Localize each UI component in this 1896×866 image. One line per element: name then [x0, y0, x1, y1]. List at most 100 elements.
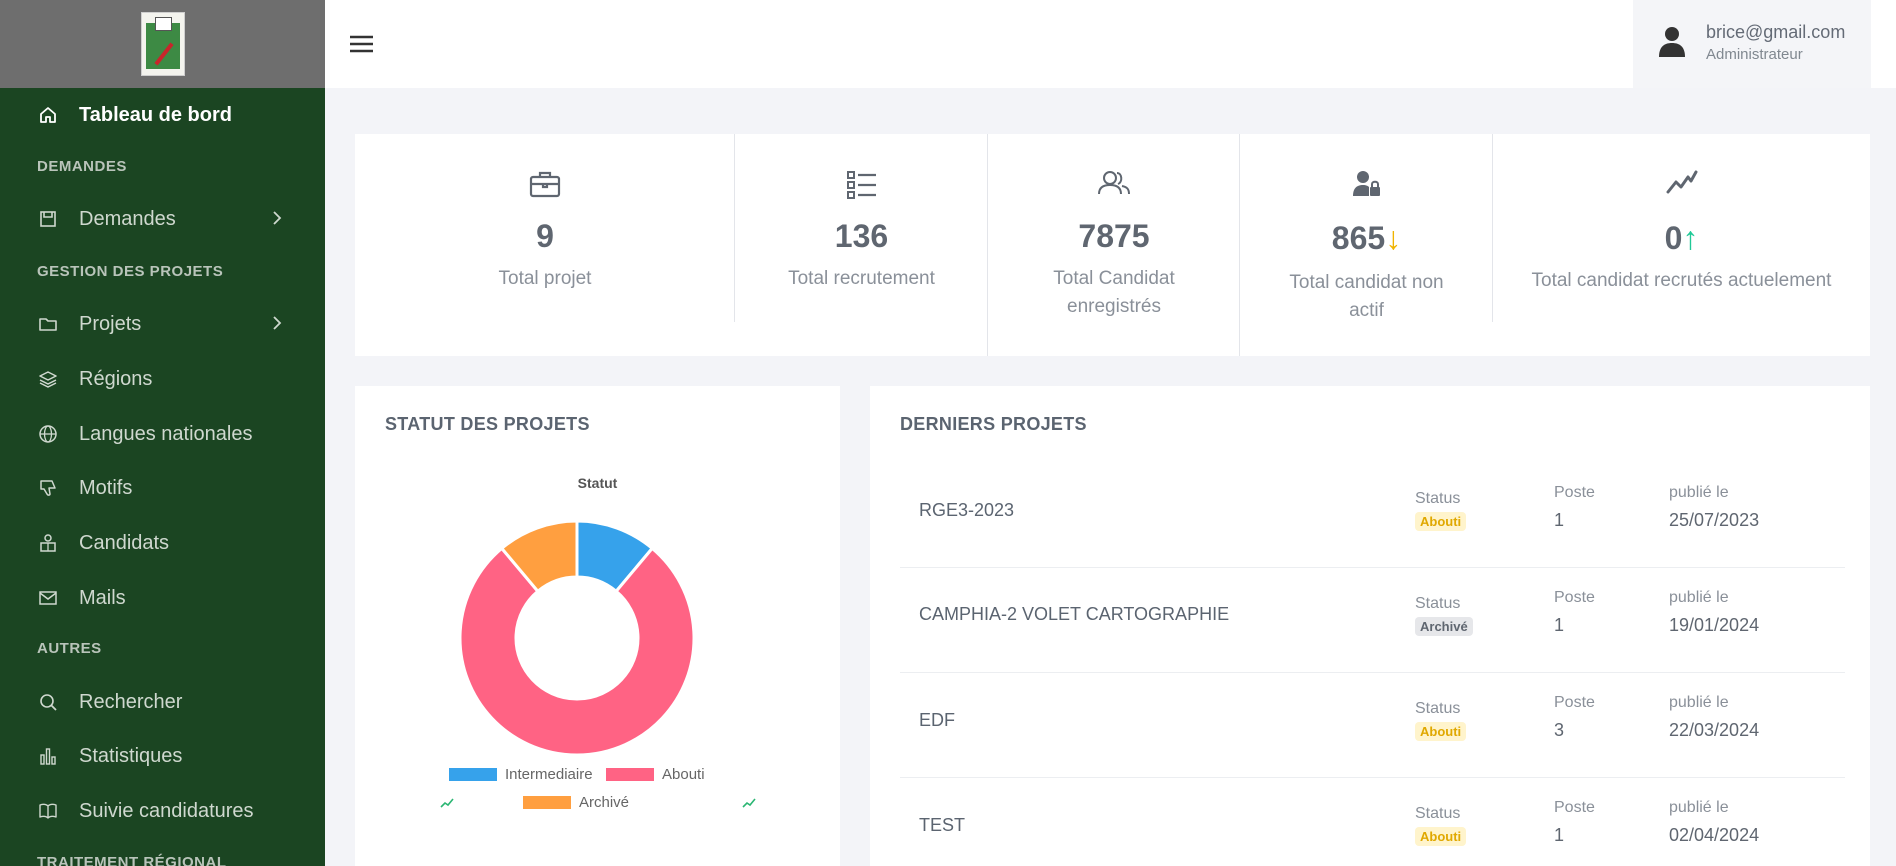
arrow-down-icon: ↓ — [1385, 220, 1402, 256]
chart-title: Statut — [577, 475, 618, 491]
trend-icon — [742, 797, 756, 811]
date-label: publié le — [1669, 589, 1729, 606]
legend-item-intermediaire[interactable]: Intermediaire — [449, 766, 593, 783]
poste-value: 1 — [1554, 825, 1565, 845]
sidebar-item-label: Motifs — [79, 476, 133, 499]
user-lock-icon — [1352, 170, 1381, 203]
book-icon — [37, 800, 59, 822]
globe-icon — [37, 423, 59, 445]
mail-icon — [37, 587, 59, 609]
status-label: Status — [1415, 595, 1461, 612]
section-title-autres: AUTRES — [37, 640, 102, 657]
card-title: STATUT DES PROJETS — [385, 414, 590, 434]
sidebar-item-langues[interactable]: Langues nationales — [0, 411, 325, 457]
list-icon — [846, 170, 877, 205]
stat-label: Total recrutement — [788, 268, 935, 289]
stat-total-recrutement: 136 Total recrutement — [735, 134, 988, 356]
stat-candidat-non-actif: 865↓ Total candidat non actif — [1240, 134, 1493, 356]
project-row[interactable]: TEST Status Abouti Poste 1 publié le 02/… — [900, 778, 1845, 866]
chevron-right-icon — [271, 209, 283, 233]
date-label: publié le — [1669, 694, 1729, 711]
user-menu[interactable]: brice@gmail.com Administrateur — [1633, 0, 1871, 88]
poste-label: Poste — [1554, 589, 1595, 606]
section-title-traitement: TRAITEMENT RÉGIONAL — [37, 854, 227, 866]
sidebar-item-label: Candidats — [79, 531, 170, 554]
status-label: Status — [1415, 490, 1461, 507]
donut-slice-abouti[interactable] — [458, 546, 696, 757]
project-name[interactable]: CAMPHIA-2 VOLET CARTOGRAPHIE — [919, 604, 1230, 624]
bar-chart-icon — [37, 745, 59, 767]
brand-area — [0, 0, 325, 88]
stat-value: 136 — [834, 218, 889, 254]
sidebar-item-label: Statistiques — [79, 744, 183, 767]
sidebar-item-label: Projets — [79, 312, 142, 335]
sidebar-item-mails[interactable]: Mails — [0, 575, 325, 621]
thumbs-down-icon — [37, 477, 59, 499]
sidebar-item-label: Suivie candidatures — [79, 799, 254, 822]
briefcase-icon — [529, 170, 561, 203]
sidebar-item-label: Mails — [79, 586, 126, 609]
poste-value: 1 — [1554, 510, 1565, 530]
layers-icon — [37, 368, 59, 390]
stat-label: Total candidat recrutés actuelement — [1531, 270, 1832, 291]
menu-toggle-icon[interactable] — [348, 30, 376, 58]
project-row[interactable]: CAMPHIA-2 VOLET CARTOGRAPHIE Status Arch… — [900, 568, 1845, 673]
sidebar-item-label: Régions — [79, 367, 153, 390]
status-badge: Archivé — [1415, 617, 1473, 636]
date-value: 22/03/2024 — [1669, 720, 1760, 740]
user-role: Administrateur — [1706, 46, 1803, 63]
sidebar-item-tableau-de-bord[interactable]: Tableau de bord — [0, 92, 325, 138]
sidebar-item-regions[interactable]: Régions — [0, 356, 325, 402]
date-value: 02/04/2024 — [1669, 825, 1760, 845]
stats-panel: 9 Total projet 136 Total recrutement 787… — [355, 134, 1870, 356]
stat-label: Total Candidat enregistrés — [1053, 268, 1175, 317]
users-icon — [1098, 170, 1130, 201]
sidebar-item-rechercher[interactable]: Rechercher — [0, 679, 325, 725]
donut-chart[interactable] — [355, 386, 840, 866]
sidebar-item-candidats[interactable]: Candidats — [0, 520, 325, 566]
status-label: Status — [1415, 700, 1461, 717]
user-avatar-icon — [1658, 26, 1686, 63]
sidebar-item-label: Rechercher — [79, 690, 183, 713]
donut-slice-archivé[interactable] — [499, 519, 579, 594]
section-title-gestion: GESTION DES PROJETS — [37, 263, 224, 280]
project-status-card: STATUT DES PROJETS Statut Intermediaire … — [355, 386, 840, 866]
trend-icon — [1666, 170, 1698, 199]
project-name[interactable]: RGE3-2023 — [919, 500, 1015, 520]
poste-label: Poste — [1554, 484, 1595, 501]
project-name[interactable]: TEST — [919, 815, 966, 835]
stat-total-projet: 9 Total projet — [355, 134, 735, 356]
sidebar-item-suivie[interactable]: Suivie candidatures — [0, 788, 325, 834]
sidebar-item-projets[interactable]: Projets — [0, 301, 325, 347]
project-row[interactable]: EDF Status Abouti Poste 3 publié le 22/0… — [900, 673, 1845, 778]
sidebar-item-motifs[interactable]: Motifs — [0, 465, 325, 511]
project-row[interactable]: RGE3-2023 Status Abouti Poste 1 publié l… — [900, 463, 1845, 568]
sidebar-item-demandes[interactable]: Demandes — [0, 196, 325, 242]
sidebar-item-label: Tableau de bord — [79, 103, 232, 126]
arrow-up-icon: ↑ — [1682, 220, 1699, 256]
sidebar-item-statistiques[interactable]: Statistiques — [0, 733, 325, 779]
stat-value: 865↓ — [1331, 220, 1402, 256]
app-logo[interactable] — [140, 12, 185, 76]
poste-label: Poste — [1554, 694, 1595, 711]
section-title-demandes: DEMANDES — [37, 158, 127, 175]
sidebar-item-label: Langues nationales — [79, 422, 253, 445]
legend-item-archive[interactable]: Archivé — [523, 794, 629, 811]
status-badge: Abouti — [1415, 722, 1467, 741]
legend-item-abouti[interactable]: Abouti — [606, 766, 705, 783]
status-badge: Abouti — [1415, 512, 1467, 531]
project-name[interactable]: EDF — [919, 710, 955, 730]
stat-label: Total candidat non actif — [1289, 272, 1444, 321]
poste-value: 3 — [1554, 720, 1565, 740]
card-title: DERNIERS PROJETS — [900, 414, 1087, 434]
date-value: 25/07/2023 — [1669, 510, 1760, 530]
search-icon — [37, 691, 59, 713]
stat-value: 0↑ — [1664, 220, 1699, 256]
status-label: Status — [1415, 805, 1461, 822]
date-label: publié le — [1669, 484, 1729, 501]
stat-value: 7875 — [1078, 218, 1150, 254]
poste-value: 1 — [1554, 615, 1565, 635]
stat-candidat-recrutes: 0↑ Total candidat recrutés actuelement — [1493, 134, 1870, 356]
status-badge: Abouti — [1415, 827, 1467, 846]
sidebar-item-label: Demandes — [79, 207, 176, 230]
